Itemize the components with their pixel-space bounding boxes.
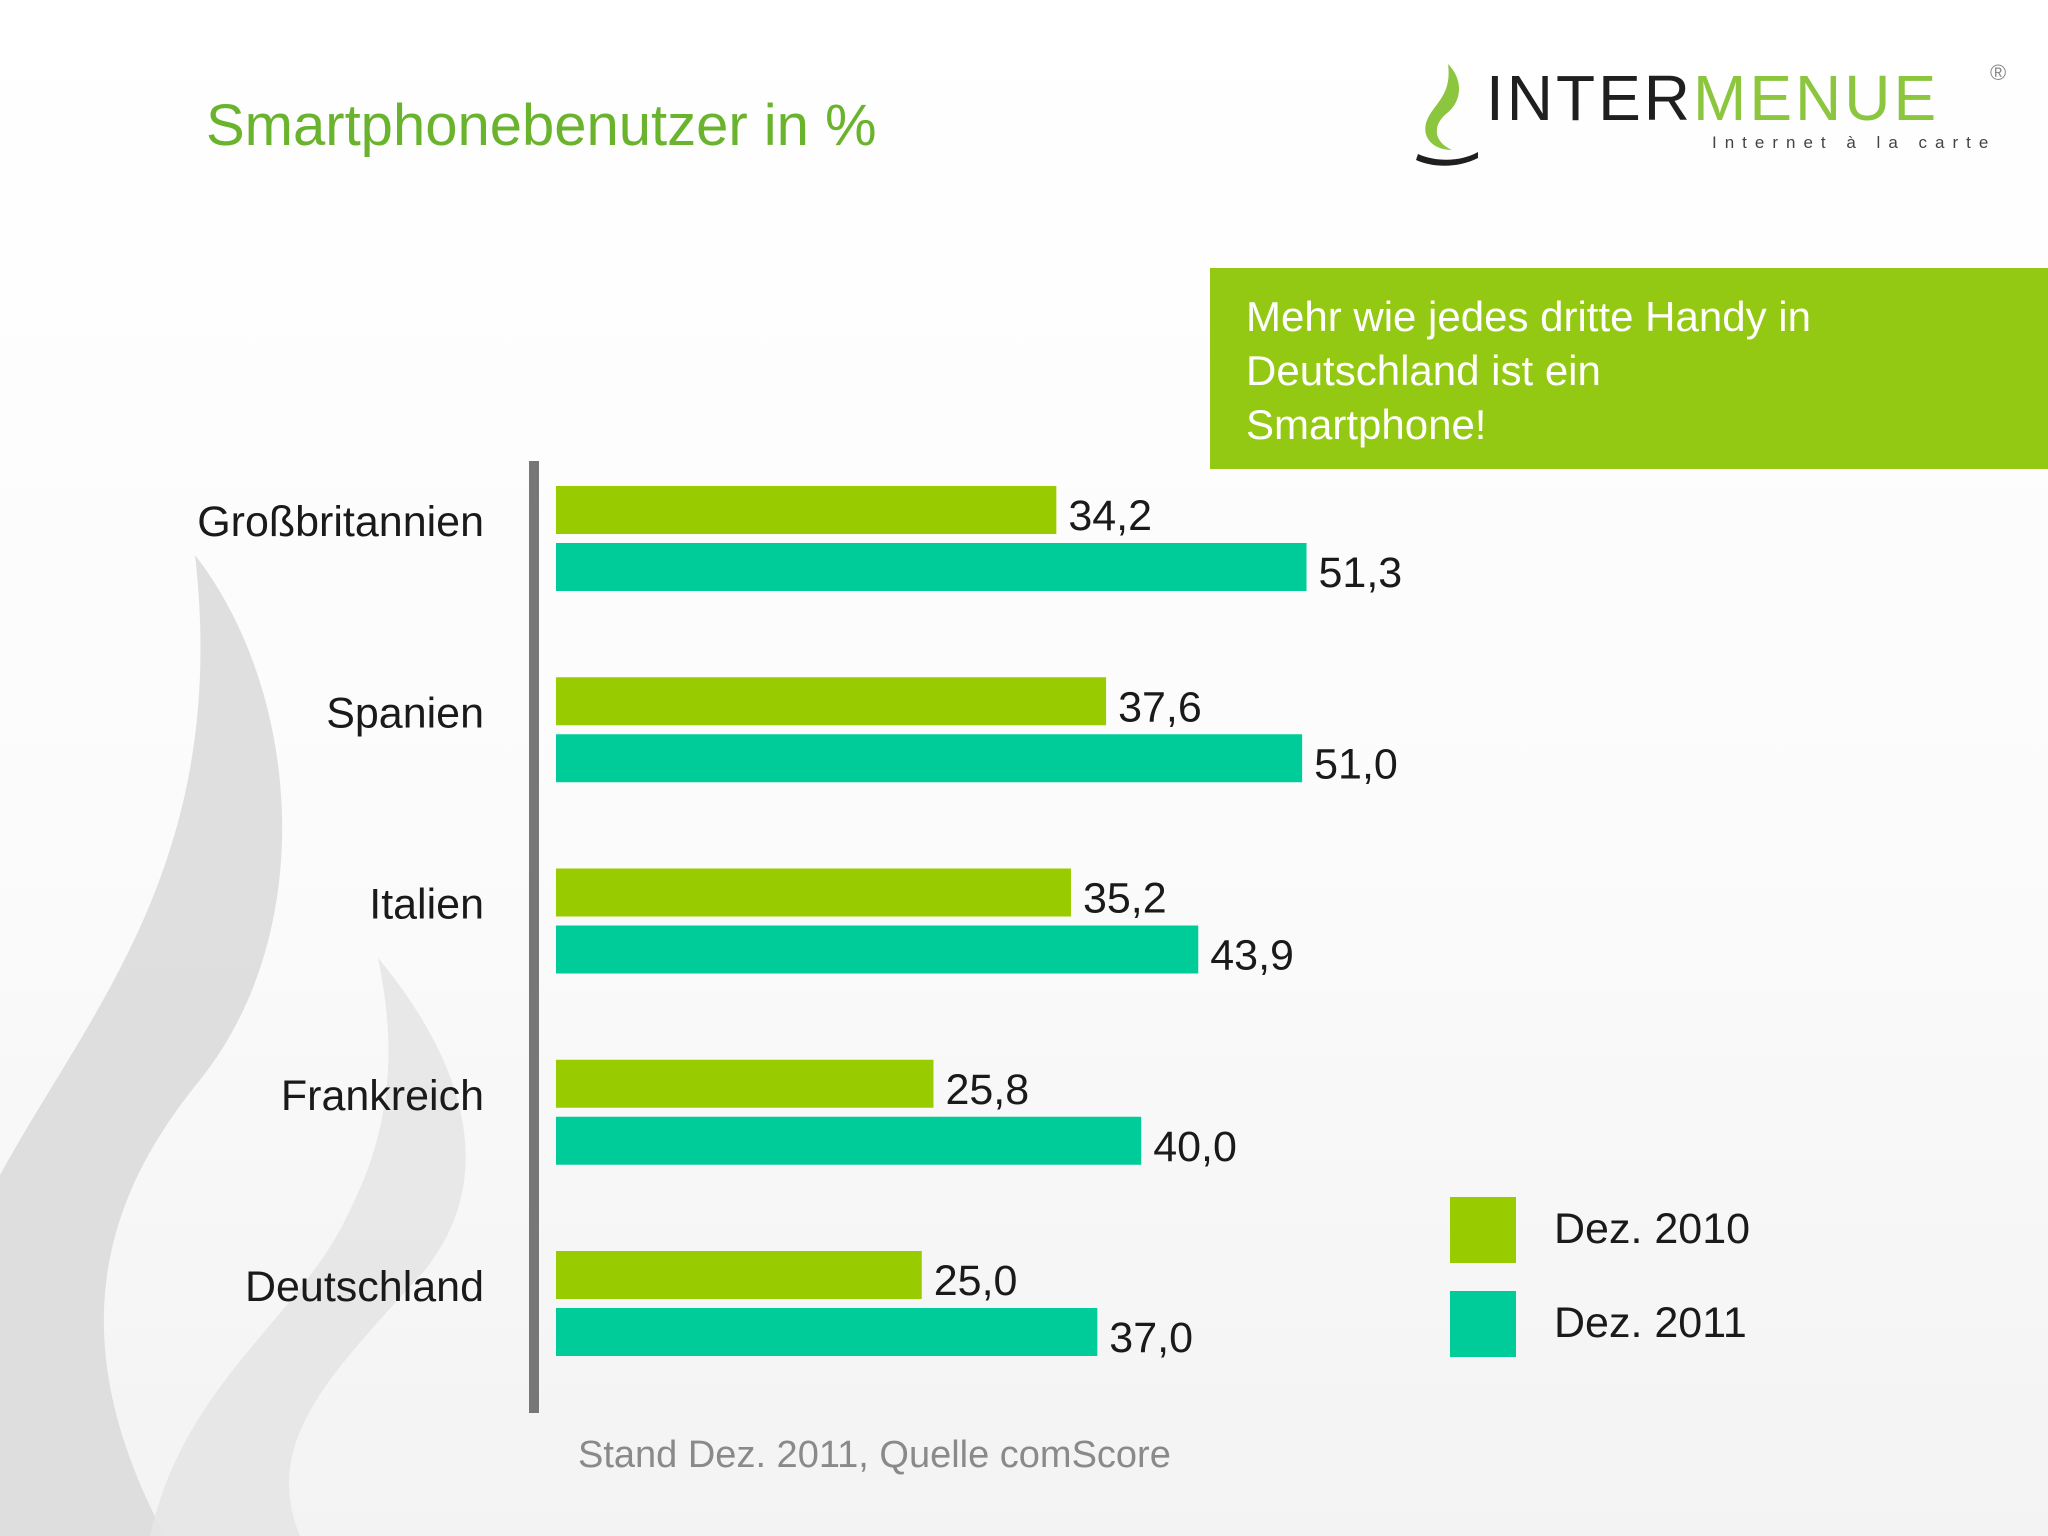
registered-mark: ® [1990, 60, 2007, 85]
data-label-spanien-2011: 51,0 [1314, 740, 1398, 788]
data-label-grossbritannien-2011: 51,3 [1319, 549, 1403, 597]
data-label-frankreich-2011: 40,0 [1153, 1123, 1237, 1171]
data-label-frankreich-2010: 25,8 [945, 1066, 1029, 1114]
source-footnote: Stand Dez. 2011, Quelle comScore [578, 1434, 1171, 1476]
bar-deutschland-2010 [556, 1251, 922, 1299]
data-label-deutschland-2011: 37,0 [1109, 1314, 1193, 1362]
data-label-grossbritannien-2010: 34,2 [1068, 492, 1152, 540]
bar-grossbritannien-2010 [556, 486, 1057, 534]
bar-spanien-2010 [556, 677, 1107, 726]
bar-frankreich-2010 [556, 1059, 934, 1108]
bar-deutschland-2011 [556, 1308, 1098, 1356]
logo-word-inter: INTER [1486, 62, 1693, 134]
logo-word-menue: MENUE [1693, 62, 1940, 134]
callout-text: Mehr wie jedes dritte Handy in Deutschla… [1246, 293, 1811, 448]
legend-label-2011: Dez. 2011 [1554, 1299, 1747, 1347]
data-label-italien-2010: 35,2 [1083, 875, 1167, 923]
bar-frankreich-2011 [556, 1116, 1142, 1165]
bar-italien-2010 [556, 868, 1071, 917]
flame-icon [1416, 64, 1478, 166]
category-label-italien: Italien [369, 881, 484, 929]
legend-swatch-2011 [1450, 1291, 1516, 1357]
data-label-spanien-2010: 37,6 [1118, 683, 1202, 731]
bar-spanien-2011 [556, 734, 1303, 783]
callout-box: Mehr wie jedes dritte Handy in Deutschla… [1210, 268, 2048, 469]
flame-watermark-inner [150, 958, 466, 1536]
flame-watermark-outer [0, 555, 283, 1536]
bar-grossbritannien-2011 [556, 543, 1307, 591]
data-label-italien-2011: 43,9 [1210, 932, 1294, 980]
legend-swatch-2010 [1450, 1197, 1516, 1263]
logo-wordmark: INTERMENUE [1486, 66, 1939, 130]
category-label-spanien: Spanien [326, 689, 484, 737]
legend-label-2010: Dez. 2010 [1554, 1205, 1751, 1253]
category-label-grossbritannien: Großbritannien [197, 498, 484, 546]
data-label-deutschland-2010: 25,0 [934, 1257, 1018, 1305]
category-label-frankreich: Frankreich [281, 1072, 484, 1120]
y-axis-line [529, 461, 539, 1413]
bar-italien-2011 [556, 925, 1199, 974]
intermenue-logo: INTERMENUE ® Internet à la carte [1412, 58, 2012, 168]
category-label-deutschland: Deutschland [245, 1263, 484, 1311]
logo-tagline: Internet à la carte [1712, 133, 1997, 152]
slide-title: Smartphonebenutzer in % [206, 93, 877, 158]
